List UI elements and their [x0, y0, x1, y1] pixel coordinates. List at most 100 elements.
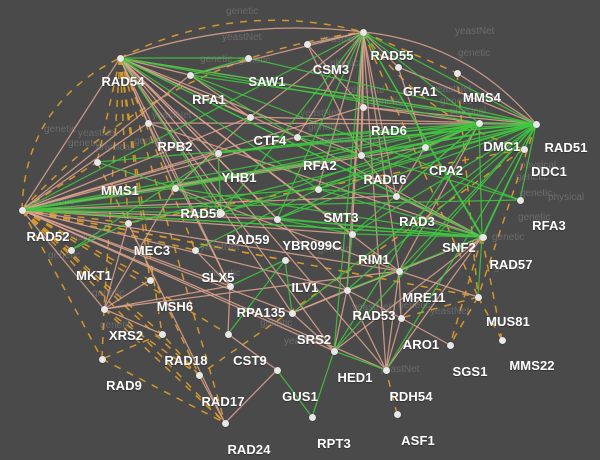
edge-physical[interactable] [21, 187, 176, 211]
edge-physical[interactable] [220, 122, 480, 214]
edge-physical[interactable] [217, 122, 480, 154]
node-rad9[interactable] [98, 355, 106, 363]
edge-genetic[interactable] [119, 57, 151, 281]
node-sgs1[interactable] [446, 341, 454, 349]
node-rpb2[interactable] [144, 119, 152, 127]
edge-yeastNet[interactable] [362, 106, 537, 125]
edge-yeastNet[interactable] [227, 285, 231, 335]
edge-yeastNet[interactable] [103, 270, 400, 310]
edge-physical[interactable] [478, 122, 483, 238]
edge-genetic[interactable] [21, 209, 72, 251]
edge-yeastNet[interactable] [398, 270, 402, 319]
node-rad54[interactable] [116, 54, 124, 62]
edge-genetic[interactable] [21, 209, 229, 335]
edge-genetic[interactable] [21, 209, 151, 281]
node-ilv1[interactable] [281, 256, 289, 264]
edge-yeastNet[interactable] [398, 122, 480, 272]
node-xrs2[interactable] [100, 305, 108, 313]
edge-yeastNet[interactable] [174, 187, 400, 272]
node-cpa2[interactable] [421, 143, 429, 151]
node-saw1[interactable] [244, 54, 252, 62]
edge-yeastNet[interactable] [21, 57, 121, 211]
edge-yeastNet[interactable] [147, 122, 231, 287]
edge-genetic[interactable] [119, 57, 196, 251]
edge-yeastNet[interactable] [385, 270, 400, 371]
edge-yeastNet[interactable] [227, 333, 278, 371]
edge-yeastNet[interactable] [21, 209, 348, 291]
edge-physical[interactable] [70, 152, 219, 251]
node-rad59[interactable] [217, 209, 225, 217]
edge-yeastNet[interactable] [119, 57, 191, 76]
edge-genetic[interactable] [481, 236, 503, 341]
edge-genetic[interactable] [449, 296, 479, 346]
edge-physical[interactable] [119, 57, 222, 214]
edge-physical[interactable] [21, 123, 537, 211]
edge-physical[interactable] [194, 188, 319, 251]
edge-yeastNet[interactable] [385, 317, 402, 371]
edge-physical[interactable] [284, 259, 293, 314]
edge-physical[interactable] [398, 123, 537, 272]
edge-yeastNet[interactable] [249, 31, 364, 118]
edge-genetic[interactable] [21, 209, 163, 335]
edge-yeastNet[interactable] [333, 289, 348, 352]
edge-physical[interactable] [119, 57, 319, 190]
edge-physical[interactable] [296, 122, 480, 138]
node-mms4[interactable] [453, 69, 461, 77]
edge-genetic[interactable] [101, 308, 105, 360]
edge-physical[interactable] [362, 31, 480, 124]
edge-physical[interactable] [229, 259, 286, 287]
edge-yeastNet[interactable] [119, 57, 278, 220]
node-rad18[interactable] [158, 330, 166, 338]
edge-yeastNet[interactable] [400, 317, 451, 346]
edge-physical[interactable] [317, 188, 397, 197]
edge-physical[interactable] [174, 187, 222, 214]
edge-genetic[interactable] [119, 57, 163, 335]
edge-yeastNet[interactable] [21, 74, 191, 211]
node-cst9[interactable] [224, 330, 232, 338]
edge-yeastNet[interactable] [346, 31, 364, 291]
edge-physical[interactable] [189, 57, 249, 76]
edge-yeastNet[interactable] [189, 31, 364, 76]
node-rad53[interactable] [343, 286, 351, 294]
edge-physical[interactable] [317, 123, 537, 190]
edge-yeastNet[interactable] [333, 236, 483, 352]
edge-genetic[interactable] [362, 31, 479, 298]
edge-physical[interactable] [189, 74, 521, 201]
edge-physical[interactable] [317, 122, 480, 190]
edge-genetic[interactable] [21, 209, 103, 360]
edge-yeastNet[interactable] [291, 312, 335, 352]
edge-physical[interactable] [346, 233, 353, 291]
edge-yeastNet[interactable] [346, 289, 402, 319]
edge-yeastNet[interactable] [21, 209, 400, 272]
node-rpt3[interactable] [308, 413, 316, 421]
edge-physical[interactable] [70, 222, 129, 251]
edge-physical[interactable] [227, 259, 286, 335]
edge-yeastNet[interactable] [296, 136, 483, 238]
node-dmc1[interactable] [475, 119, 483, 127]
node-mms22[interactable] [498, 336, 506, 344]
edge-physical[interactable] [119, 57, 484, 238]
edge-physical[interactable] [276, 122, 480, 220]
edge-genetic[interactable] [101, 358, 226, 424]
edge-physical[interactable] [276, 218, 353, 235]
edge-genetic[interactable] [119, 57, 129, 224]
edge-genetic[interactable] [362, 31, 525, 150]
edge-yeastNet[interactable] [456, 72, 537, 125]
node-asf1[interactable] [393, 410, 401, 418]
edge-yeastNet[interactable] [119, 27, 364, 59]
edge-physical[interactable] [385, 123, 537, 371]
edge-physical[interactable] [360, 122, 480, 156]
edge-physical[interactable] [346, 123, 537, 291]
edge-physical[interactable] [247, 57, 537, 125]
edge-genetic[interactable] [400, 296, 479, 319]
edge-genetic[interactable] [449, 236, 483, 346]
edge-yeastNet[interactable] [119, 57, 362, 156]
edge-physical[interactable] [189, 74, 537, 125]
node-rad3[interactable] [392, 192, 400, 200]
edge-yeastNet[interactable] [397, 66, 537, 125]
edge-physical[interactable] [21, 31, 364, 211]
edge-yeastNet[interactable] [119, 57, 231, 287]
edge-yeastNet[interactable] [224, 369, 278, 424]
edge-genetic[interactable] [385, 369, 398, 415]
